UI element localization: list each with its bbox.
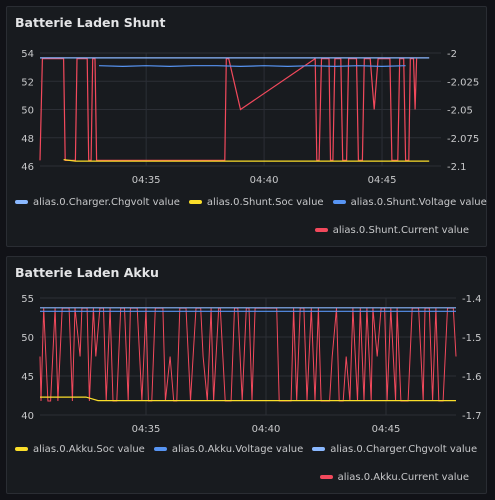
y-left-tick-label: 50 (21, 106, 34, 117)
panel-title[interactable]: Batterie Laden Akku (15, 265, 159, 280)
y-right-tick-label: -1.7 (462, 411, 482, 422)
y-left-tick-label: 40 (21, 411, 34, 422)
legend-swatch (153, 447, 167, 451)
legend-item-akku-soc[interactable]: alias.0.Akku.Soc value (15, 444, 145, 455)
legend-item-shunt-voltage[interactable]: alias.0.Shunt.Voltage value (332, 197, 487, 208)
x-tick-label: 04:45 (368, 175, 397, 186)
x-tick-label: 04:35 (132, 424, 161, 435)
x-tick-label: 04:40 (250, 175, 279, 186)
legend: alias.0.Akku.Soc value alias.0.Akku.Volt… (15, 441, 478, 485)
series-line[interactable] (98, 65, 406, 68)
y-left-tick-label: 48 (21, 134, 34, 145)
y-left-tick-label: 46 (21, 162, 34, 173)
y-right-tick-label: -2.025 (447, 77, 479, 88)
series-line-current[interactable] (39, 307, 457, 402)
legend-item-charger-chgvolt[interactable]: alias.0.Charger.Chgvolt value (15, 197, 180, 208)
legend-swatch (15, 200, 28, 204)
legend: alias.0.Charger.Chgvolt value alias.0.Sh… (15, 194, 487, 238)
legend-swatch (332, 200, 346, 204)
legend-item-akku-voltage[interactable]: alias.0.Akku.Voltage value (153, 444, 303, 455)
y-left-tick-label: 55 (21, 294, 34, 305)
y-left-tick-label: 52 (21, 77, 34, 88)
y-right-tick-label: -2.075 (447, 134, 479, 145)
x-tick-label: 04:40 (252, 424, 281, 435)
y-right-tick-label: -1.5 (462, 333, 482, 344)
panel-batterie-laden-akku: Batterie Laden Akku 40 45 50 55 -1.4 -1.5 -1.6… (6, 256, 487, 494)
y-right-tick-label: -1.6 (462, 372, 482, 383)
legend-item-shunt-soc[interactable]: alias.0.Shunt.Soc value (188, 197, 324, 208)
legend-item-shunt-current[interactable]: alias.0.Shunt.Current value (314, 225, 469, 236)
legend-swatch (188, 200, 202, 204)
legend-swatch (319, 475, 333, 479)
legend-swatch (314, 228, 328, 232)
chart-shunt: 46 48 50 52 54 -2 -2.025 -2.05 -2.075 -2.1 04:35 04… (21, 49, 479, 186)
legend-item-akku-current[interactable]: alias.0.Akku.Current value (319, 472, 469, 483)
legend-swatch (15, 447, 28, 451)
panel-title[interactable]: Batterie Laden Shunt (15, 15, 166, 30)
panel-batterie-laden-shunt: Batterie Laden Shunt 46 48 50 52 54 -2 -2.025 -… (6, 6, 487, 247)
y-right-tick-label: -1.4 (462, 294, 482, 305)
legend-item-charger-chgvolt[interactable]: alias.0.Charger.Chgvolt value (312, 444, 477, 455)
legend-swatch (312, 447, 326, 451)
chart-akku: 40 45 50 55 -1.4 -1.5 -1.6 -1.7 04:35 04:40 04:45 (21, 294, 482, 435)
x-tick-label: 04:35 (132, 175, 161, 186)
y-right-tick-label: -2.05 (447, 106, 473, 117)
x-tick-label: 04:45 (372, 424, 401, 435)
y-left-tick-label: 50 (21, 333, 34, 344)
series-line[interactable] (40, 396, 456, 402)
y-right-tick-label: -2 (447, 49, 457, 60)
y-left-tick-label: 54 (21, 49, 34, 60)
series-line[interactable] (39, 57, 418, 161)
y-left-tick-label: 45 (21, 372, 34, 383)
series-line[interactable] (63, 159, 430, 162)
y-right-tick-label: -2.1 (447, 162, 467, 173)
